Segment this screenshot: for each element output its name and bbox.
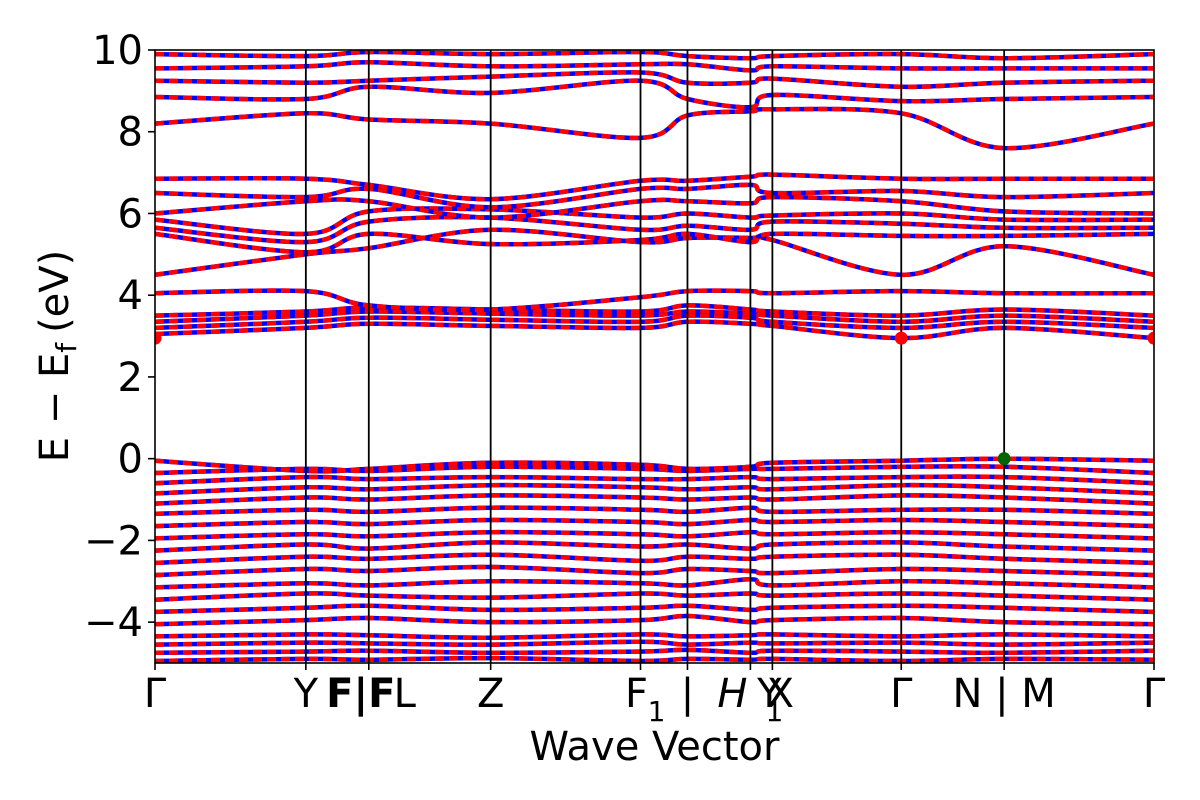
high-symmetry-lines — [304, 50, 1006, 663]
y-tick-label: −2 — [84, 518, 143, 564]
y-tick-label: 4 — [118, 273, 143, 319]
band-line-spin-down — [155, 50, 1154, 61]
k-point-label: | — [681, 671, 694, 717]
band-line-spin-down — [155, 319, 1154, 341]
k-point-label: F|F — [326, 671, 395, 718]
cbm-marker — [1147, 331, 1154, 345]
band-line-spin-down — [155, 529, 1154, 541]
k-point-label: F — [625, 671, 648, 717]
band-line-spin-down — [155, 474, 1154, 486]
vbm-marker — [997, 452, 1011, 466]
bands-layer — [155, 50, 1154, 663]
band-line-spin-down — [155, 60, 1154, 73]
band-line-spin-down — [155, 303, 1154, 318]
band-line-spin-down — [155, 603, 1154, 615]
y-tick-label: 2 — [118, 355, 143, 401]
k-point-label: Γ — [890, 671, 913, 717]
y-axis-label-subscript: f — [50, 342, 83, 353]
band-line-spin-down — [155, 482, 1154, 496]
band-line-spin-down — [155, 456, 1154, 474]
y-axis-label-unit: (eV) — [32, 250, 78, 333]
band-line-spin-down — [155, 591, 1154, 602]
band-line-spin-down — [155, 576, 1154, 590]
band-line-spin-down — [155, 647, 1154, 656]
band-line-spin-down — [155, 493, 1154, 506]
band-line-spin-down — [155, 313, 1154, 331]
band-line-spin-down — [155, 505, 1154, 517]
k-point-label: H — [717, 671, 747, 717]
k-point-label: 1 — [765, 695, 783, 728]
band-line-spin-down — [155, 639, 1154, 647]
k-point-label: Γ — [1143, 671, 1166, 717]
y-axis-ticks: −4 −2 0 2 4 6 8 10 — [84, 28, 155, 646]
y-axis-label-main: E − E — [32, 353, 78, 463]
y-tick-label: 8 — [118, 110, 143, 156]
cbm-marker — [155, 331, 162, 345]
k-point-label: X — [767, 671, 794, 717]
band-line-spin-down — [155, 517, 1154, 529]
band-line-spin-down — [155, 194, 1154, 220]
band-line-spin-down — [155, 172, 1154, 202]
band-edge-markers — [155, 331, 1154, 466]
cbm-marker — [894, 331, 908, 345]
band-line-spin-down — [155, 540, 1154, 553]
y-axis-label: E − Ef (eV) — [32, 250, 83, 463]
band-line-spin-down — [155, 288, 1154, 313]
plot-frame — [154, 49, 1155, 664]
band-line-spin-down — [155, 309, 1154, 325]
band-line-spin-down — [155, 564, 1154, 578]
band-line-spin-down — [155, 613, 1154, 627]
band-line-spin-down — [155, 632, 1154, 640]
band-line-spin-down — [155, 214, 1154, 245]
y-tick-label: 6 — [118, 191, 143, 237]
y-tick-label: 0 — [118, 437, 143, 483]
k-point-label: Γ — [144, 671, 167, 717]
band-line-spin-down — [155, 655, 1154, 663]
band-line-spin-down — [155, 182, 1154, 210]
k-point-label: 1 — [648, 695, 666, 728]
band-line-spin-down — [155, 78, 1154, 110]
x-axis-label: Wave Vector — [530, 724, 781, 770]
k-point-label: N | M — [952, 671, 1055, 717]
band-line-spin-down — [155, 70, 1154, 90]
band-line-spin-down — [155, 231, 1154, 255]
band-line-spin-down — [155, 106, 1154, 151]
band-line-spin-down — [155, 227, 1154, 278]
band-line-spin-down — [155, 206, 1154, 237]
k-point-label: Y — [756, 671, 782, 717]
k-point-label: L — [394, 671, 417, 717]
band-line-spin-down — [155, 552, 1154, 566]
y-tick-label: −4 — [84, 600, 143, 646]
k-point-label: Y — [293, 671, 319, 717]
y-tick-label: 10 — [92, 28, 143, 74]
k-point-label: Z — [477, 671, 504, 717]
